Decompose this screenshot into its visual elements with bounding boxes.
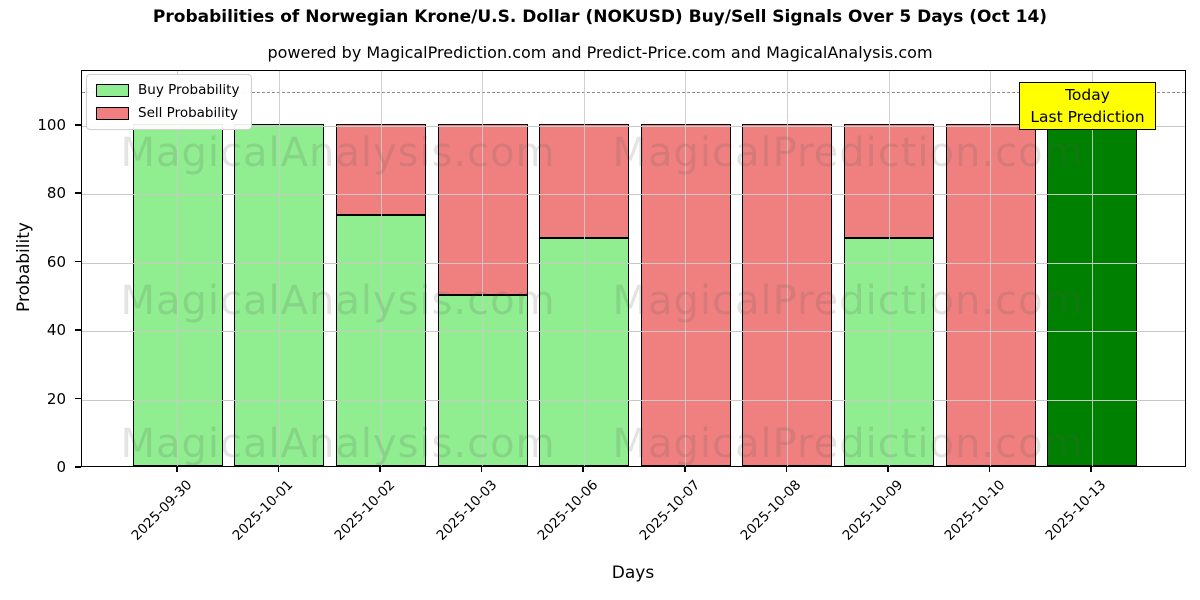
x-tick-label: 2025-09-30 (128, 477, 196, 544)
x-gridline (685, 71, 687, 466)
y-tick-mark (75, 124, 81, 126)
x-gridline (278, 71, 280, 466)
today-annotation: Today Last Prediction (1019, 82, 1156, 130)
legend-item-sell: Sell Probability (96, 105, 239, 121)
x-gridline (1091, 71, 1093, 466)
y-tick-mark (75, 192, 81, 194)
x-gridline (482, 71, 484, 466)
y-tick-label: 0 (56, 458, 66, 476)
y-tick-label: 60 (46, 252, 66, 271)
x-gridline (786, 71, 788, 466)
y-tick-mark (75, 260, 81, 263)
x-gridline (177, 71, 179, 466)
x-tick-mark (1090, 467, 1092, 472)
today-annotation-line1: Today (1065, 86, 1110, 104)
dashed-threshold-line (82, 91, 1185, 93)
x-tick-label: 2025-10-09 (839, 477, 907, 544)
x-tick-label: 2025-10-02 (331, 477, 399, 544)
x-gridline (583, 71, 585, 466)
chart-subtitle: powered by MagicalPrediction.com and Pre… (267, 43, 933, 62)
x-tick-mark (988, 467, 991, 472)
x-gridline (990, 71, 992, 466)
x-gridline (380, 71, 382, 466)
legend-item-buy: Buy Probability (96, 82, 239, 98)
y-gridline (82, 125, 1185, 127)
y-tick-label: 40 (46, 321, 66, 340)
x-tick-label: 2025-10-07 (636, 477, 704, 544)
x-tick-label: 2025-10-03 (433, 477, 500, 544)
plot-area: Buy Probability Sell Probability Today La… (81, 70, 1186, 467)
y-tick-label: 80 (46, 184, 66, 203)
x-tick-mark (379, 467, 381, 472)
y-tick-mark (75, 397, 81, 400)
y-tick-mark (75, 329, 81, 331)
buy-swatch-icon (96, 83, 129, 97)
y-tick-label: 100 (37, 115, 66, 134)
x-tick-label: 2025-10-13 (1042, 477, 1110, 544)
x-tick-label: 2025-10-01 (229, 477, 297, 544)
legend-item-label: Buy Probability (138, 82, 240, 98)
x-tick-mark (582, 467, 584, 472)
x-tick-label: 2025-10-06 (534, 477, 602, 544)
x-tick-mark (887, 467, 889, 472)
y-tick-label: 20 (46, 389, 66, 408)
y-gridline (82, 331, 1185, 333)
legend: Buy Probability Sell Probability (86, 74, 253, 130)
y-gridline (82, 194, 1185, 196)
x-tick-mark (785, 467, 788, 472)
x-tick-mark (277, 467, 280, 472)
chart-title: Probabilities of Norwegian Krone/U.S. Do… (152, 7, 1048, 27)
x-tick-mark (480, 467, 483, 472)
y-tick-mark (75, 466, 81, 468)
y-gridline (82, 399, 1185, 401)
x-tick-label: 2025-10-10 (941, 477, 1008, 544)
legend-item-label: Sell Probability (138, 105, 239, 121)
today-annotation-line2: Last Prediction (1030, 108, 1145, 126)
y-gridline (82, 262, 1185, 264)
x-tick-mark (684, 467, 686, 472)
sell-swatch-icon (96, 106, 129, 120)
x-tick-mark (176, 467, 178, 472)
x-gridline (888, 71, 890, 466)
x-axis-label: Days (611, 563, 655, 583)
x-tick-label: 2025-10-08 (737, 477, 805, 544)
